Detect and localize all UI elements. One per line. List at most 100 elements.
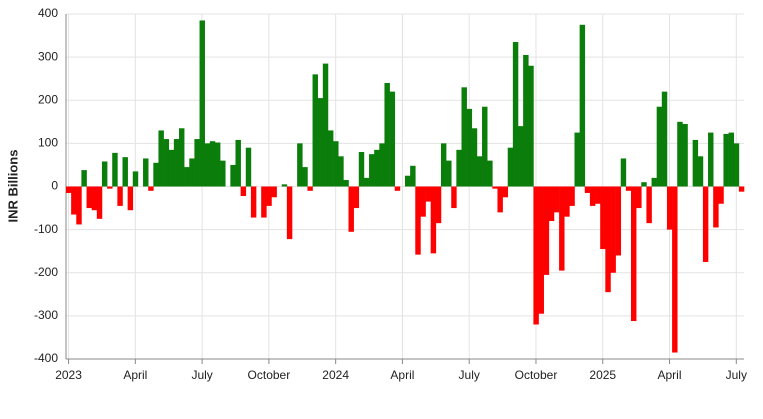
bar (461, 87, 467, 187)
bar (333, 141, 339, 187)
bar (482, 106, 488, 187)
y-tick-label: -200 (34, 265, 58, 279)
bar (122, 157, 128, 187)
bar (384, 83, 390, 187)
bar (394, 186, 401, 191)
bar (692, 139, 699, 187)
bar (168, 149, 175, 187)
bar (502, 186, 509, 198)
bar (148, 186, 154, 191)
bar (702, 186, 709, 262)
bar (179, 128, 185, 187)
bar (605, 186, 611, 293)
bar (117, 186, 123, 206)
bar (230, 164, 236, 187)
bar (661, 91, 668, 187)
bar (620, 158, 627, 187)
bar (584, 186, 591, 193)
bar (343, 180, 349, 187)
bar (163, 139, 170, 187)
bar (250, 186, 257, 218)
bar (471, 128, 478, 187)
bar (589, 186, 596, 206)
bar (728, 132, 735, 187)
y-axis-label: INR Billions (5, 150, 20, 223)
bar (379, 143, 385, 187)
bar (317, 98, 324, 187)
bar (738, 186, 745, 192)
bar (476, 156, 483, 187)
bar (235, 139, 241, 187)
bar (420, 186, 426, 217)
bar (456, 149, 462, 187)
x-tick-label: October (248, 368, 291, 382)
x-tick-label: July (459, 368, 480, 382)
bar (66, 186, 72, 193)
bar (651, 177, 657, 187)
bar (132, 171, 139, 187)
bar (512, 42, 519, 187)
bar (96, 186, 103, 219)
y-tick-label: 200 (38, 92, 58, 106)
bar (358, 152, 365, 187)
bar (348, 186, 354, 232)
bar (353, 186, 360, 209)
bar (533, 186, 539, 325)
bar (723, 133, 729, 187)
bar (415, 186, 421, 255)
bar (548, 186, 555, 221)
bar (677, 121, 683, 187)
bar (286, 186, 293, 240)
bar (76, 186, 82, 225)
bar (666, 186, 673, 230)
bar (430, 186, 437, 254)
bar (302, 167, 308, 187)
bar (733, 143, 740, 187)
bar (487, 160, 493, 187)
bar (312, 74, 318, 187)
x-tick-label: April (123, 368, 147, 382)
bar (682, 123, 688, 187)
bar (446, 160, 452, 187)
bar (71, 186, 77, 215)
bar (209, 141, 216, 187)
bar (240, 186, 247, 196)
x-tick-label: 2025 (589, 368, 616, 382)
bar (425, 186, 431, 202)
bar (625, 186, 632, 191)
bar (610, 186, 616, 273)
bar (81, 170, 87, 187)
x-tick-label: 2024 (322, 368, 349, 382)
y-tick-label: 300 (38, 49, 58, 63)
bar (713, 186, 719, 228)
bar (523, 54, 529, 187)
y-tick-label: 100 (38, 136, 58, 150)
x-tick-label: October (515, 368, 558, 382)
bar (569, 186, 575, 206)
bar (204, 143, 211, 187)
y-tick-label: -400 (34, 351, 58, 365)
bar (266, 186, 272, 206)
bar (220, 160, 226, 187)
bar (636, 186, 642, 209)
x-tick-label: July (726, 368, 747, 382)
bar (435, 186, 442, 224)
bar (158, 130, 164, 187)
y-tick-label: 0 (51, 179, 58, 193)
bar (214, 142, 221, 187)
bar (615, 186, 622, 256)
bar (595, 186, 601, 204)
bar (564, 186, 570, 217)
bar (646, 186, 652, 224)
bar (322, 63, 329, 187)
bar (410, 165, 416, 187)
bar (127, 186, 134, 211)
bar (297, 143, 303, 187)
bar (307, 186, 313, 191)
bar (86, 186, 92, 209)
y-tick-label: -300 (34, 308, 58, 322)
bar (574, 132, 580, 187)
bar (91, 186, 98, 211)
bar (600, 186, 606, 250)
bar (507, 147, 514, 187)
